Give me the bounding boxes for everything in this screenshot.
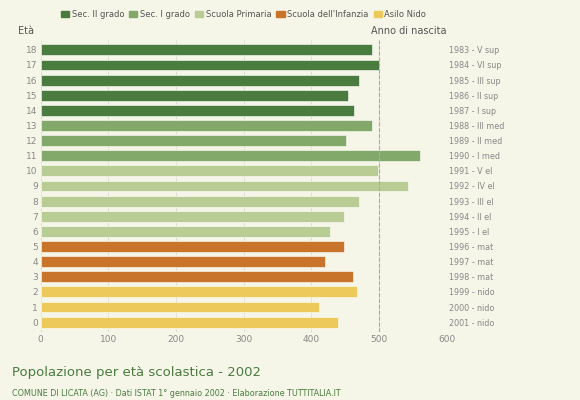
Bar bbox=[41, 180, 408, 192]
Y-axis label: Anno di nascita: Anno di nascita bbox=[371, 26, 447, 36]
Bar bbox=[41, 105, 354, 116]
Text: Età: Età bbox=[19, 26, 34, 36]
Legend: Sec. II grado, Sec. I grado, Scuola Primaria, Scuola dell'Infanzia, Asilo Nido: Sec. II grado, Sec. I grado, Scuola Prim… bbox=[57, 6, 430, 22]
Bar bbox=[41, 271, 353, 282]
Bar bbox=[41, 44, 372, 55]
Bar bbox=[41, 120, 372, 131]
Bar bbox=[41, 196, 358, 206]
Bar bbox=[41, 60, 379, 70]
Bar bbox=[41, 90, 349, 101]
Bar bbox=[41, 286, 357, 297]
Text: COMUNE DI LICATA (AG) · Dati ISTAT 1° gennaio 2002 · Elaborazione TUTTITALIA.IT: COMUNE DI LICATA (AG) · Dati ISTAT 1° ge… bbox=[12, 389, 340, 398]
Bar bbox=[41, 317, 338, 328]
Bar bbox=[41, 211, 344, 222]
Bar bbox=[41, 241, 344, 252]
Bar bbox=[41, 302, 320, 312]
Text: Popolazione per età scolastica - 2002: Popolazione per età scolastica - 2002 bbox=[12, 366, 260, 379]
Bar bbox=[41, 166, 378, 176]
Bar bbox=[41, 226, 329, 237]
Bar bbox=[41, 135, 346, 146]
Bar bbox=[41, 256, 325, 267]
Bar bbox=[41, 150, 419, 161]
Bar bbox=[41, 75, 358, 86]
